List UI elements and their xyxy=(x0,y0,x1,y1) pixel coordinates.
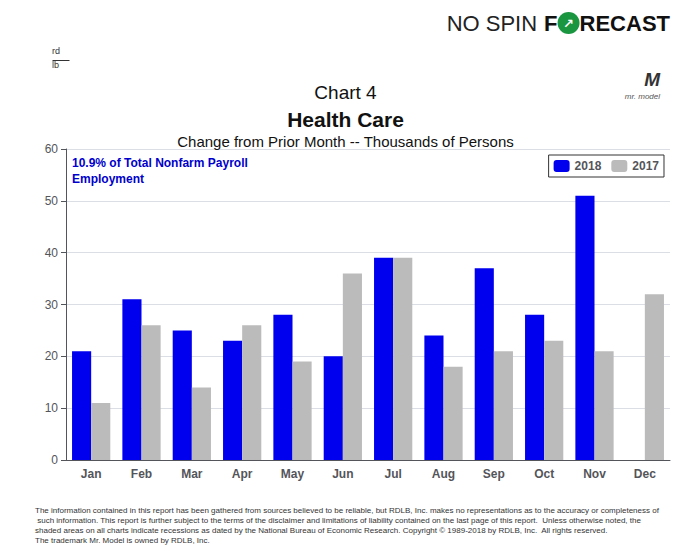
svg-text:NO SPIN: NO SPIN xyxy=(447,11,537,36)
svg-text:10.9% of Total Nonfarm Payroll: 10.9% of Total Nonfarm Payroll xyxy=(72,156,248,170)
svg-text:Apr: Apr xyxy=(232,467,253,481)
svg-text:Nov: Nov xyxy=(583,467,606,481)
svg-text:Dec: Dec xyxy=(634,467,656,481)
svg-text:shaded areas on all charts ind: shaded areas on all charts indicate rece… xyxy=(35,526,607,535)
svg-text:May: May xyxy=(281,467,305,481)
svg-text:Mar: Mar xyxy=(181,467,203,481)
svg-text:mr. model: mr. model xyxy=(625,92,660,101)
svg-text:30: 30 xyxy=(45,298,59,312)
svg-text:The information contained in t: The information contained in this report… xyxy=(35,506,660,515)
svg-text:lb: lb xyxy=(52,60,59,70)
svg-text:2017: 2017 xyxy=(632,159,659,173)
svg-text:Jun: Jun xyxy=(332,467,353,481)
svg-text:Oct: Oct xyxy=(534,467,554,481)
svg-text:10: 10 xyxy=(45,401,59,415)
svg-text:rd: rd xyxy=(52,46,60,56)
svg-text:Sep: Sep xyxy=(483,467,505,481)
svg-text:Jan: Jan xyxy=(81,467,102,481)
svg-text:Feb: Feb xyxy=(131,467,152,481)
svg-text:Health Care: Health Care xyxy=(287,108,404,131)
svg-text:such information. This report: such information. This report is further… xyxy=(35,516,643,525)
svg-text:Change from Prior Month -- Tho: Change from Prior Month -- Thousands of … xyxy=(177,133,514,150)
svg-text:Employment: Employment xyxy=(72,172,144,186)
svg-text:0: 0 xyxy=(51,453,58,467)
svg-text:M: M xyxy=(644,69,661,90)
svg-text:F: F xyxy=(544,11,557,36)
svg-text:Jul: Jul xyxy=(384,467,401,481)
svg-text:RECAST: RECAST xyxy=(580,11,671,36)
svg-text:20: 20 xyxy=(45,349,59,363)
svg-text:40: 40 xyxy=(45,246,59,260)
svg-text:↗: ↗ xyxy=(563,16,574,31)
svg-text:2018: 2018 xyxy=(575,159,602,173)
svg-text:The trademark Mr. Model is own: The trademark Mr. Model is owned by RDLB… xyxy=(35,536,210,545)
svg-text:50: 50 xyxy=(45,194,59,208)
svg-text:60: 60 xyxy=(45,142,59,156)
svg-text:Chart 4: Chart 4 xyxy=(314,82,377,103)
svg-text:Aug: Aug xyxy=(432,467,455,481)
